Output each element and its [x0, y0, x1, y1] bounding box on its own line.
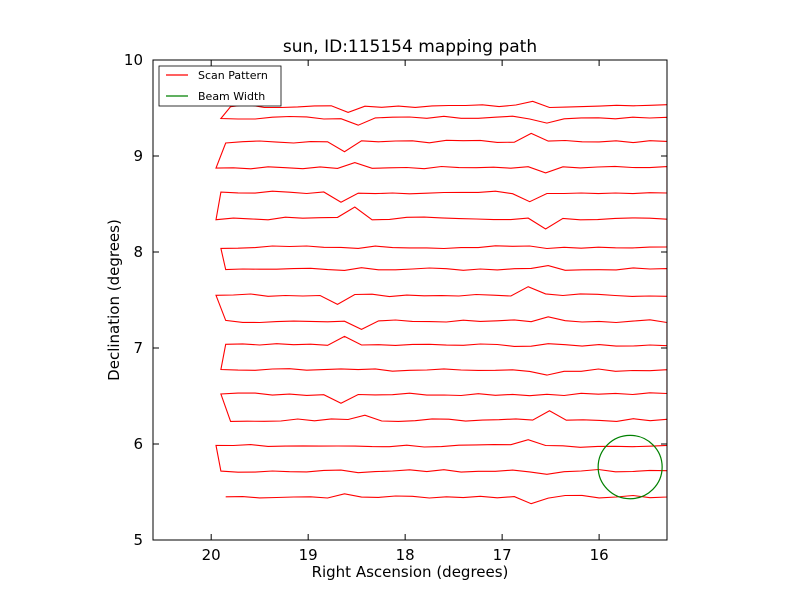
scan-pattern-series	[215, 100, 667, 505]
x-axis-label: Right Ascension (degrees)	[312, 563, 509, 581]
y-axis-ticks: 5 6 7 8 9 10	[124, 51, 667, 549]
legend: Scan Pattern Beam Width	[158, 65, 282, 107]
chart-title: sun, ID:115154 mapping path	[283, 37, 537, 57]
x-tick-label: 17	[493, 546, 512, 564]
legend-box	[158, 65, 282, 107]
scan-pattern-line	[215, 100, 667, 505]
beam-width-series	[597, 434, 663, 500]
plot-frame	[153, 60, 667, 540]
y-tick-label: 6	[133, 435, 143, 453]
beam-width-circle	[597, 434, 663, 500]
y-tick-label: 8	[133, 243, 143, 261]
y-tick-label: 7	[133, 339, 143, 357]
y-tick-label: 10	[124, 51, 143, 69]
x-tick-label: 18	[396, 546, 415, 564]
y-tick-label: 9	[133, 147, 143, 165]
plot-area	[152, 59, 668, 541]
x-axis-ticks: 20 19 18 17 16	[202, 60, 609, 564]
legend-label-scan-pattern: Scan Pattern	[198, 69, 268, 82]
y-axis-label: Declination (degrees)	[105, 219, 123, 381]
legend-label-beam-width: Beam Width	[198, 90, 265, 103]
x-tick-label: 20	[202, 546, 221, 564]
y-tick-label: 5	[133, 531, 143, 549]
x-tick-label: 16	[590, 546, 609, 564]
x-tick-label: 19	[299, 546, 318, 564]
